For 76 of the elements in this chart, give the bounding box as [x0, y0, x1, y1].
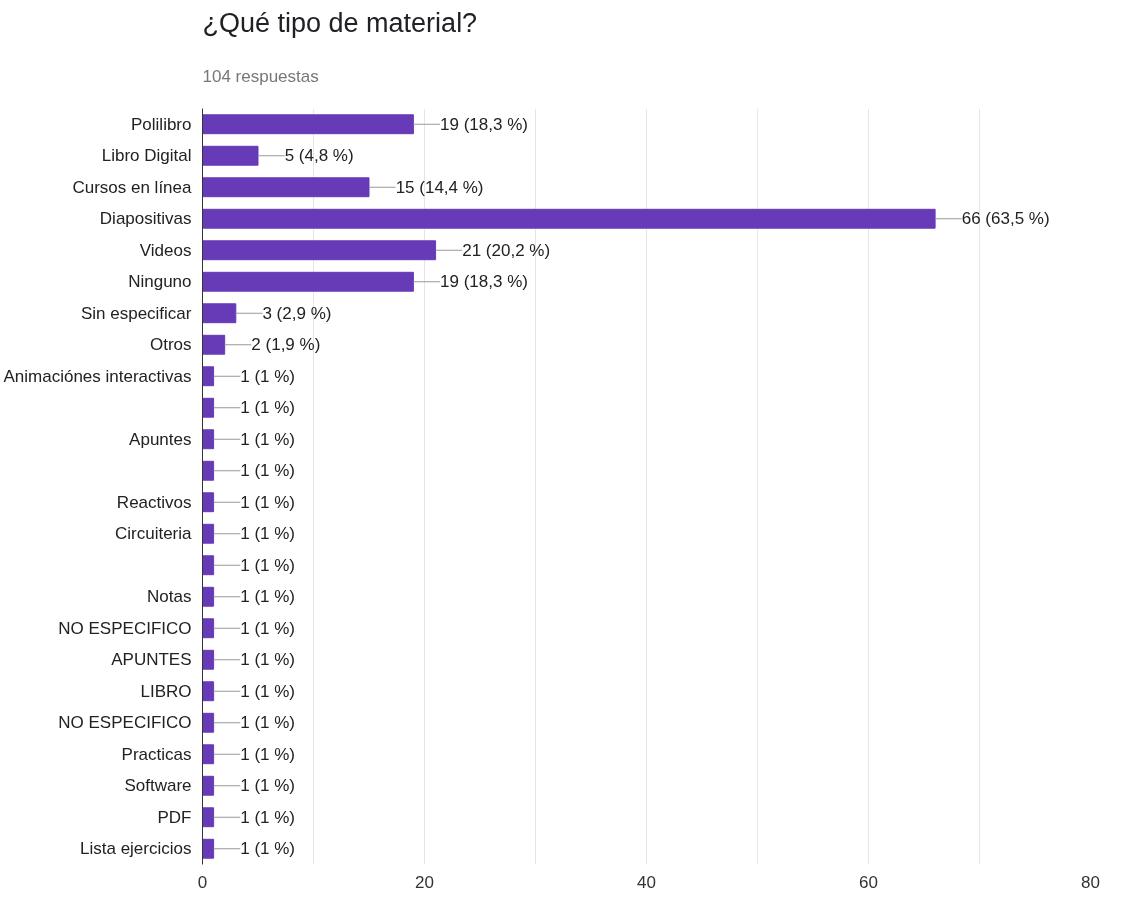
y-tick-label: Polilibro	[131, 114, 192, 134]
y-tick-label: Videos	[139, 240, 192, 260]
data-label: 1 (1 %)	[240, 839, 296, 859]
data-label: 15 (14,4 %)	[395, 177, 484, 197]
y-tick-label: Practicas	[121, 744, 192, 764]
y-tick-label: Cursos en línea	[72, 177, 193, 197]
bar	[202, 460, 215, 481]
y-tick-label: Sin especificar	[80, 303, 192, 323]
y-tick-label: PDF	[157, 807, 192, 827]
bar	[202, 807, 215, 828]
x-tick-label: 80	[1081, 872, 1100, 892]
bar	[202, 366, 215, 387]
y-tick-label: Libro Digital	[101, 146, 192, 166]
data-label: 1 (1 %)	[240, 429, 296, 449]
data-label: 19 (18,3 %)	[440, 272, 528, 292]
y-tick-label: Software	[124, 776, 192, 796]
bar	[202, 775, 215, 796]
bar	[202, 712, 215, 733]
bar	[202, 681, 215, 702]
bar	[202, 177, 370, 198]
data-label: 1 (1 %)	[240, 681, 296, 701]
y-tick-label: Circuiteria	[114, 524, 193, 544]
bar	[202, 334, 226, 355]
bar	[202, 492, 215, 513]
data-label: 1 (1 %)	[240, 555, 296, 575]
data-label: 2 (1,9 %)	[251, 335, 321, 355]
y-tick-label: Reactivos	[116, 492, 192, 512]
data-label: 1 (1 %)	[240, 461, 296, 481]
bar	[202, 397, 215, 418]
bar	[202, 523, 215, 544]
data-label: 1 (1 %)	[240, 744, 296, 764]
y-tick-label: Apuntes	[129, 429, 192, 449]
y-tick-label: Otros	[149, 335, 192, 355]
data-label: 1 (1 %)	[240, 524, 296, 544]
x-tick-label: 0	[197, 872, 208, 892]
data-label: 1 (1 %)	[240, 713, 296, 733]
data-label: 1 (1 %)	[240, 492, 296, 512]
chart-subtitle: 104 respuestas	[202, 67, 319, 86]
data-label: 1 (1 %)	[240, 776, 296, 796]
bar	[202, 649, 215, 670]
bar	[202, 838, 215, 859]
data-label: 66 (63,5 %)	[961, 209, 1050, 229]
bar	[202, 586, 215, 607]
bar	[202, 145, 259, 166]
bar	[202, 429, 215, 450]
bar	[202, 208, 936, 229]
bar	[202, 240, 437, 261]
bar	[202, 744, 215, 765]
data-label: 1 (1 %)	[240, 618, 296, 638]
y-tick-label: Animaciónes interactivas	[3, 366, 192, 386]
y-tick-label: LIBRO	[140, 681, 192, 701]
data-label: 19 (18,3 %)	[440, 114, 528, 134]
y-tick-label: Notas	[147, 587, 192, 607]
data-label: 1 (1 %)	[240, 398, 296, 418]
data-label: 3 (2,9 %)	[262, 303, 332, 323]
y-tick-label: APUNTES	[111, 650, 192, 670]
data-label: 1 (1 %)	[240, 366, 296, 386]
chart-title: ¿Qué tipo de material?	[202, 7, 478, 38]
bar	[202, 303, 237, 324]
bar	[202, 114, 414, 135]
data-label: 1 (1 %)	[240, 807, 296, 827]
x-tick-label: 60	[859, 872, 878, 892]
x-tick-label: 40	[637, 872, 656, 892]
bar	[202, 555, 215, 576]
bar	[202, 618, 215, 639]
y-tick-label: NO ESPECIFICO	[58, 713, 192, 733]
data-label: 21 (20,2 %)	[462, 240, 551, 260]
data-label: 1 (1 %)	[240, 587, 296, 607]
data-label: 5 (4,8 %)	[284, 146, 354, 166]
x-tick-label: 20	[415, 872, 434, 892]
y-tick-label: Lista ejercicios	[80, 839, 192, 859]
data-label: 1 (1 %)	[240, 650, 296, 670]
bar	[202, 271, 414, 292]
y-tick-label: Diapositivas	[99, 209, 192, 229]
y-tick-label: Ninguno	[128, 272, 192, 292]
y-tick-label: NO ESPECIFICO	[58, 618, 192, 638]
